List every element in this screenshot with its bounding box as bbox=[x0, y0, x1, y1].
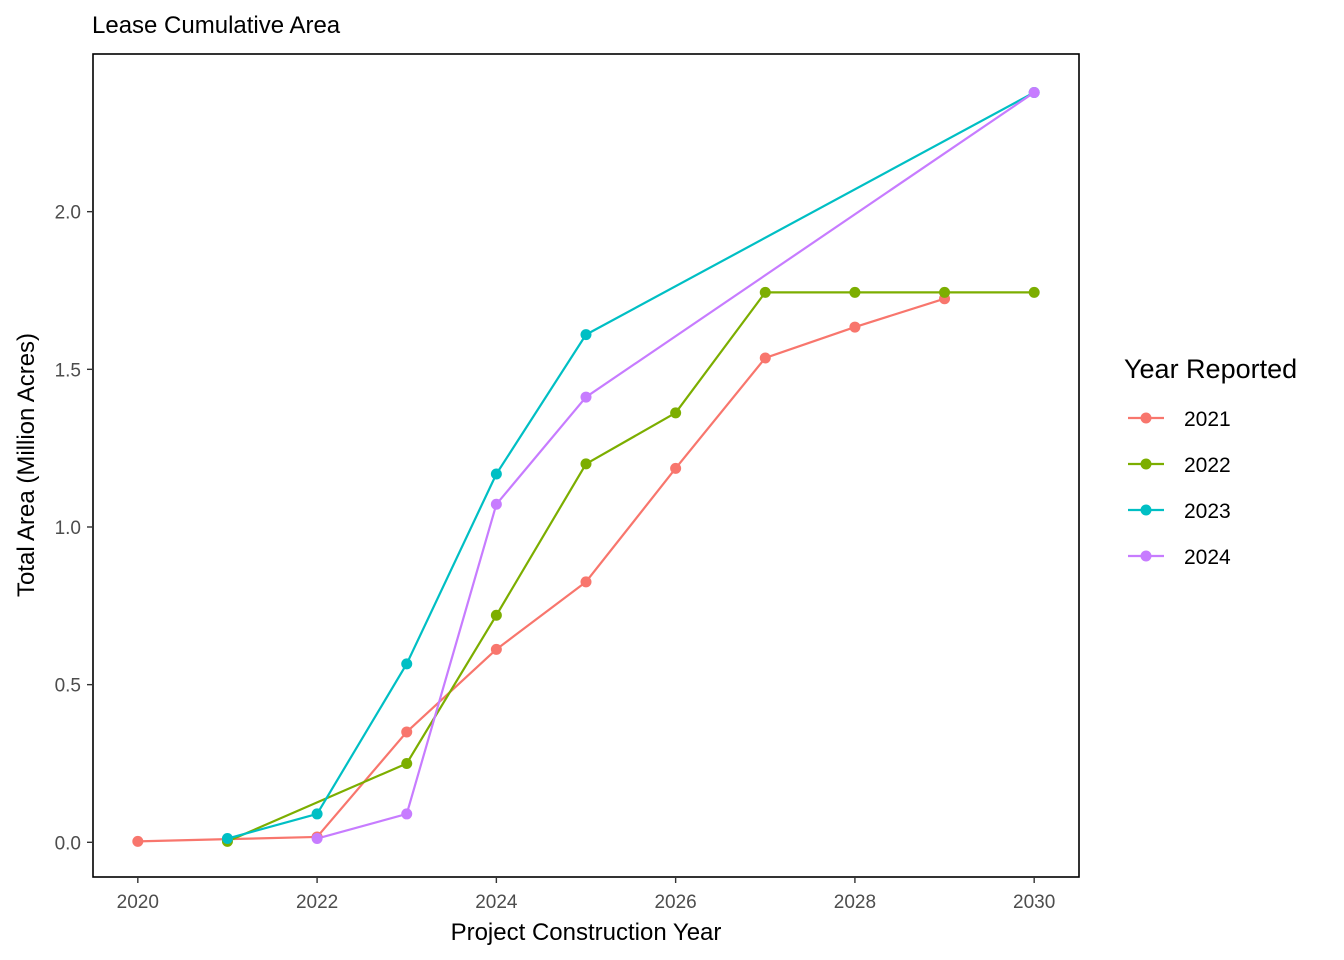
y-tick-label-1: 1.0 bbox=[55, 518, 81, 539]
legend-key-point-2023 bbox=[1140, 504, 1152, 516]
data-point-2023-2025 bbox=[580, 329, 592, 341]
legend-label-2023: 2023 bbox=[1184, 500, 1231, 523]
data-point-2021-2027 bbox=[759, 352, 771, 364]
series-line-2021 bbox=[137, 297, 945, 843]
legend-label-2024: 2024 bbox=[1184, 546, 1231, 569]
legend-label-2021: 2021 bbox=[1184, 408, 1231, 431]
chart-title: Lease Cumulative Area bbox=[92, 12, 341, 39]
y-tick-label-0.5: 0.5 bbox=[55, 676, 81, 697]
legend-title: Year Reported bbox=[1124, 354, 1297, 384]
y-axis-title: Total Area (Million Acres) bbox=[13, 333, 40, 597]
y-tick-label-1.5: 1.5 bbox=[55, 360, 81, 381]
data-point-2021-2024 bbox=[490, 643, 502, 655]
data-point-2023-2021 bbox=[221, 833, 233, 845]
x-tick-label-2030: 2030 bbox=[1013, 892, 1055, 913]
data-point-2022-2024 bbox=[490, 609, 502, 621]
data-point-2021-2020 bbox=[132, 835, 144, 847]
legend: 2021 2022 2023 2024 bbox=[1128, 408, 1231, 569]
data-point-2022-2028 bbox=[849, 286, 861, 298]
data-point-2022-2023 bbox=[401, 757, 413, 769]
x-tick-label-2020: 2020 bbox=[117, 892, 159, 913]
y-tick-label-2: 2.0 bbox=[55, 203, 81, 224]
data-point-2022-2029 bbox=[939, 286, 951, 298]
data-point-2024-2023 bbox=[401, 808, 413, 820]
x-tick-label-2024: 2024 bbox=[475, 892, 518, 913]
data-point-2023-2022 bbox=[311, 808, 323, 820]
data-point-2021-2023 bbox=[401, 726, 413, 738]
data-point-2021-2028 bbox=[849, 321, 861, 333]
x-tick-label-2028: 2028 bbox=[834, 892, 876, 913]
data-point-2023-2023 bbox=[401, 658, 413, 670]
legend-key-point-2021 bbox=[1140, 412, 1152, 424]
legend-key-point-2024 bbox=[1140, 550, 1152, 562]
data-point-2024-2024 bbox=[490, 498, 502, 510]
data-point-2024-2025 bbox=[580, 391, 592, 403]
series-line-2023 bbox=[227, 91, 1035, 840]
x-tick-label-2022: 2022 bbox=[296, 892, 338, 913]
data-point-2024-2030 bbox=[1028, 86, 1040, 98]
legend-label-2022: 2022 bbox=[1184, 454, 1231, 477]
data-point-2021-2026 bbox=[670, 462, 682, 474]
data-point-2023-2024 bbox=[490, 468, 502, 480]
legend-key-point-2022 bbox=[1140, 458, 1152, 470]
plot-area: 2020 2022 2024 2026 2028 2030 0.0 0.5 1.0 1.5 2.0 bbox=[55, 53, 1080, 913]
data-point-2022-2026 bbox=[670, 407, 682, 419]
series-line-2022 bbox=[227, 291, 1035, 843]
data-point-2024-2022 bbox=[311, 833, 323, 845]
data-point-2022-2027 bbox=[759, 286, 771, 298]
data-point-2021-2025 bbox=[580, 576, 592, 588]
data-point-2022-2030 bbox=[1028, 286, 1040, 298]
x-axis-title: Project Construction Year bbox=[451, 919, 722, 946]
y-tick-label-0: 0.0 bbox=[55, 833, 81, 854]
data-point-2022-2025 bbox=[580, 458, 592, 470]
x-tick-label-2026: 2026 bbox=[654, 892, 696, 913]
plot-border bbox=[92, 53, 1080, 878]
